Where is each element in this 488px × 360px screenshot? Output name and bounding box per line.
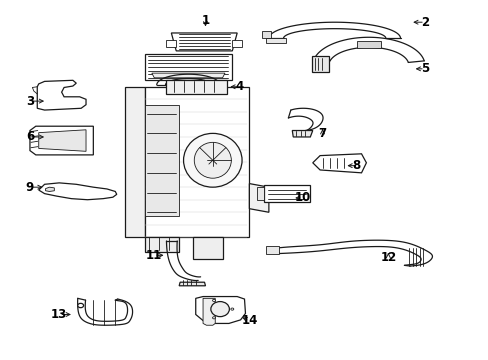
- Polygon shape: [144, 87, 249, 237]
- Polygon shape: [203, 298, 215, 325]
- Text: 10: 10: [294, 192, 310, 204]
- Text: 9: 9: [26, 181, 34, 194]
- Polygon shape: [195, 297, 245, 323]
- Ellipse shape: [194, 142, 231, 178]
- Polygon shape: [45, 187, 54, 192]
- Polygon shape: [30, 126, 93, 155]
- Ellipse shape: [210, 302, 229, 317]
- Polygon shape: [179, 282, 205, 286]
- Ellipse shape: [78, 303, 83, 308]
- Polygon shape: [144, 237, 178, 252]
- Polygon shape: [171, 33, 237, 51]
- Text: 13: 13: [51, 308, 67, 321]
- Polygon shape: [78, 298, 132, 325]
- Text: 12: 12: [380, 251, 396, 264]
- Text: 7: 7: [318, 127, 326, 140]
- Polygon shape: [39, 130, 86, 151]
- Text: 3: 3: [26, 95, 34, 108]
- Polygon shape: [292, 131, 312, 137]
- Polygon shape: [232, 40, 242, 47]
- Ellipse shape: [230, 308, 233, 310]
- Polygon shape: [166, 40, 176, 47]
- Text: 2: 2: [420, 16, 428, 29]
- Text: 5: 5: [420, 62, 428, 75]
- Text: 11: 11: [146, 249, 162, 262]
- Polygon shape: [144, 105, 178, 216]
- Polygon shape: [144, 54, 232, 80]
- Polygon shape: [312, 154, 366, 173]
- Polygon shape: [266, 39, 285, 42]
- Ellipse shape: [212, 317, 215, 319]
- Polygon shape: [193, 237, 222, 259]
- Polygon shape: [261, 31, 271, 39]
- Polygon shape: [37, 80, 86, 110]
- Polygon shape: [249, 184, 268, 212]
- Ellipse shape: [212, 299, 215, 301]
- Polygon shape: [311, 57, 328, 72]
- Polygon shape: [39, 183, 117, 200]
- Text: 14: 14: [241, 314, 257, 327]
- Polygon shape: [125, 87, 144, 237]
- Polygon shape: [166, 80, 227, 94]
- Polygon shape: [256, 187, 264, 200]
- Text: 1: 1: [201, 14, 209, 27]
- Polygon shape: [266, 246, 278, 253]
- Text: 4: 4: [235, 80, 243, 93]
- Ellipse shape: [183, 134, 242, 187]
- Polygon shape: [264, 185, 310, 202]
- Polygon shape: [356, 41, 380, 49]
- Text: 8: 8: [352, 159, 360, 172]
- Text: 6: 6: [26, 130, 34, 144]
- Polygon shape: [152, 73, 224, 78]
